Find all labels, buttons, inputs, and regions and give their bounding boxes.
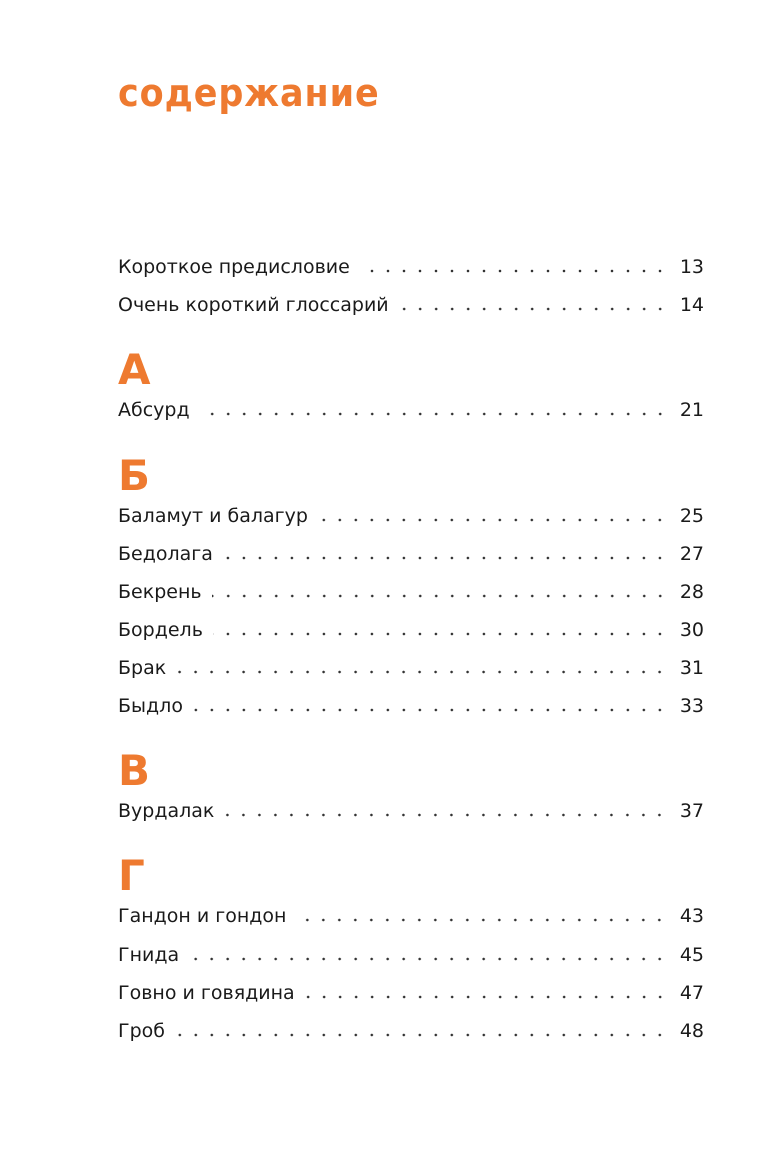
toc-entry-page: 21 bbox=[679, 399, 704, 421]
dot-leader bbox=[211, 593, 668, 599]
toc-entry[interactable]: Брак 31 bbox=[118, 654, 704, 682]
toc-entry[interactable]: Абсурд 21 bbox=[118, 396, 704, 424]
toc-entry[interactable]: Короткое предисловие 13 bbox=[118, 253, 704, 281]
dot-leader bbox=[222, 555, 668, 561]
toc-entry[interactable]: Бекрень 28 bbox=[118, 578, 704, 606]
section-letter: В bbox=[118, 746, 151, 795]
toc-entry-page: 27 bbox=[679, 543, 704, 565]
section-letter: Б bbox=[118, 451, 151, 500]
toc-entry[interactable]: Бедолага 27 bbox=[118, 540, 704, 568]
toc-entry-page: 43 bbox=[679, 905, 704, 927]
toc-entry[interactable]: Быдло 33 bbox=[118, 692, 704, 720]
toc-entry-label: Очень короткий глоссарий bbox=[118, 294, 389, 316]
toc-entry-label: Короткое предисловие bbox=[118, 256, 350, 278]
toc-entry-label: Бордель bbox=[118, 619, 203, 641]
toc-entry[interactable]: Говно и говядина 47 bbox=[118, 979, 704, 1007]
page-title: содержание bbox=[118, 71, 380, 115]
dot-leader bbox=[317, 517, 668, 523]
dot-leader bbox=[296, 917, 668, 923]
toc-entry-label: Баламут и балагур bbox=[118, 505, 308, 527]
dot-leader bbox=[304, 994, 668, 1000]
toc-entry-page: 13 bbox=[679, 256, 704, 278]
toc-entry-page: 48 bbox=[679, 1020, 704, 1042]
toc-entry[interactable]: Баламут и балагур 25 bbox=[118, 502, 704, 530]
toc-entry-label: Бекрень bbox=[118, 581, 202, 603]
toc-entry-page: 31 bbox=[679, 657, 704, 679]
dot-leader bbox=[224, 812, 668, 818]
toc-entry-label: Гандон и гондон bbox=[118, 905, 287, 927]
toc-entry-label: Вурдалак bbox=[118, 800, 215, 822]
toc-entry-page: 25 bbox=[679, 505, 704, 527]
toc-entry-page: 37 bbox=[679, 800, 704, 822]
dot-leader bbox=[189, 956, 668, 962]
toc-entry-page: 30 bbox=[679, 619, 704, 641]
dot-leader bbox=[175, 1032, 668, 1038]
toc-entry[interactable]: Гнида 45 bbox=[118, 941, 704, 969]
section-letter: А bbox=[118, 345, 151, 394]
toc-entry-page: 47 bbox=[679, 982, 704, 1004]
dot-leader bbox=[359, 268, 668, 274]
toc-entry-page: 14 bbox=[679, 294, 704, 316]
dot-leader bbox=[192, 707, 668, 713]
dot-leader bbox=[212, 631, 668, 637]
toc-entry[interactable]: Гандон и гондон 43 bbox=[118, 902, 704, 930]
toc-entry-label: Брак bbox=[118, 657, 167, 679]
toc-entry-label: Говно и говядина bbox=[118, 982, 295, 1004]
toc-entry-page: 28 bbox=[679, 581, 704, 603]
dot-leader bbox=[176, 669, 668, 675]
dot-leader bbox=[398, 306, 668, 312]
toc-entry-label: Быдло bbox=[118, 695, 183, 717]
toc-entry-page: 33 bbox=[679, 695, 704, 717]
toc-entry[interactable]: Очень короткий глоссарий 14 bbox=[118, 291, 704, 319]
toc-entry[interactable]: Гроб 48 bbox=[118, 1017, 704, 1045]
toc-entry-label: Бедолага bbox=[118, 543, 213, 565]
toc-entry[interactable]: Вурдалак 37 bbox=[118, 797, 704, 825]
toc-entry-label: Гроб bbox=[118, 1020, 165, 1042]
dot-leader bbox=[199, 411, 668, 417]
section-letter: Г bbox=[118, 851, 145, 900]
toc-entry[interactable]: Бордель 30 bbox=[118, 616, 704, 644]
toc-entry-label: Абсурд bbox=[118, 399, 190, 421]
toc-entry-label: Гнида bbox=[118, 944, 180, 966]
toc-entry-page: 45 bbox=[679, 944, 704, 966]
